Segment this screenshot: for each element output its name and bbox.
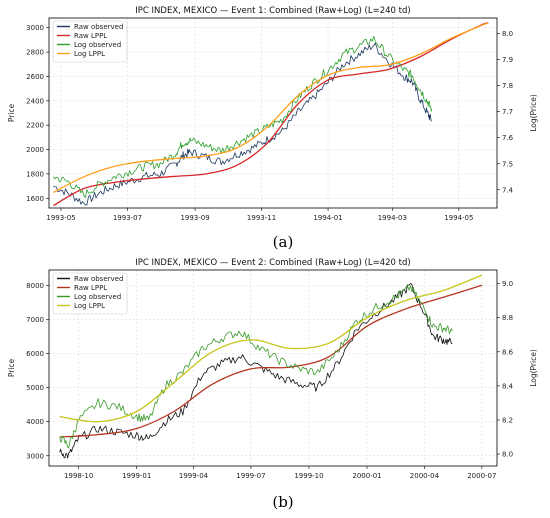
x-tick-label: 1999-01	[122, 472, 151, 480]
y-tick-label: 7000	[26, 316, 44, 324]
y-right-tick-label: 9.0	[502, 280, 513, 288]
legend-entry: Log observed	[74, 41, 121, 49]
y-tick-label: 3000	[26, 24, 44, 32]
y-right-tick-label: 7.9	[502, 56, 513, 64]
series-line-raw-lppl	[59, 284, 483, 438]
y-tick-label: 1800	[26, 170, 44, 178]
y-tick-label: 2400	[26, 97, 44, 105]
chart-1: IPC INDEX, MEXICO — Event 1: Combined (R…	[7, 6, 538, 251]
y-tick-label: 5000	[26, 384, 44, 392]
y-right-tick-label: 8.2	[502, 416, 513, 424]
x-tick-label: 1994-01	[313, 214, 342, 222]
x-tick-label: 2000-01	[352, 472, 381, 480]
x-tick-label: 1993-09	[180, 214, 209, 222]
y-tick-label: 8000	[26, 282, 44, 290]
y-right-axis-label: Log(Price)	[529, 349, 538, 387]
series-line-raw-lppl	[53, 22, 489, 207]
y-tick-label: 2200	[26, 122, 44, 130]
x-tick-label: 1994-03	[378, 214, 407, 222]
x-tick-label: 1993-07	[113, 214, 142, 222]
chart-title: IPC INDEX, MEXICO — Event 1: Combined (R…	[135, 6, 410, 16]
x-tick-label: 1999-10	[294, 472, 323, 480]
x-tick-label: 2000-04	[410, 472, 440, 480]
figure-caption: (a)	[273, 233, 294, 251]
x-tick-label: 1994-05	[444, 214, 473, 222]
y-right-tick-label: 8.0	[502, 451, 513, 459]
y-tick-label: 6000	[26, 350, 44, 358]
x-tick-label: 1999-04	[179, 472, 209, 480]
y-tick-label: 3000	[26, 452, 44, 460]
y-tick-label: 2600	[26, 73, 44, 81]
y-right-tick-label: 7.8	[502, 82, 513, 90]
series-line-log-lppl	[53, 22, 489, 193]
y-tick-label: 2800	[26, 49, 44, 57]
y-right-tick-label: 8.6	[502, 348, 514, 356]
y-axis-label: Price	[7, 358, 16, 377]
series-line-log-observed	[59, 284, 453, 449]
legend-entry: Raw observed	[74, 23, 123, 31]
legend-entry: Raw observed	[74, 275, 123, 283]
plot-frame	[48, 269, 498, 467]
y-tick-label: 1600	[26, 195, 44, 203]
y-right-tick-label: 8.8	[502, 314, 513, 322]
chart-2: IPC INDEX, MEXICO — Event 2: Combined (R…	[7, 258, 538, 511]
y-right-tick-label: 7.7	[502, 108, 513, 116]
series-line-raw-observed	[53, 42, 432, 206]
legend-entry: Log LPPL	[74, 302, 105, 310]
x-tick-label: 1998-10	[64, 472, 93, 480]
y-right-tick-label: 7.4	[502, 186, 514, 194]
legend-entry: Raw LPPL	[74, 32, 107, 40]
x-tick-label: 1993-05	[46, 214, 75, 222]
x-tick-label: 2000-07	[467, 472, 496, 480]
x-tick-label: 1999-07	[236, 472, 265, 480]
y-right-axis-label: Log(Price)	[529, 94, 538, 132]
plot-frame	[48, 17, 498, 209]
y-tick-label: 2000	[26, 146, 44, 154]
y-right-tick-label: 7.5	[502, 160, 513, 168]
legend-entry: Log LPPL	[74, 50, 105, 58]
y-axis-label: Price	[7, 103, 16, 122]
figure-caption: (b)	[272, 493, 293, 511]
legend-box	[52, 20, 128, 63]
y-right-tick-label: 7.6	[502, 134, 514, 142]
chart-title: IPC INDEX, MEXICO — Event 2: Combined (R…	[135, 258, 410, 268]
y-right-tick-label: 8.0	[502, 30, 513, 38]
series-line-raw-observed	[59, 283, 453, 459]
legend-entry: Raw LPPL	[74, 284, 107, 292]
y-right-tick-label: 8.4	[502, 382, 514, 390]
legend-entry: Log observed	[74, 293, 121, 301]
x-tick-label: 1993-11	[247, 214, 276, 222]
series-line-log-lppl	[59, 274, 483, 423]
y-tick-label: 4000	[26, 418, 44, 426]
legend-box	[52, 272, 128, 315]
